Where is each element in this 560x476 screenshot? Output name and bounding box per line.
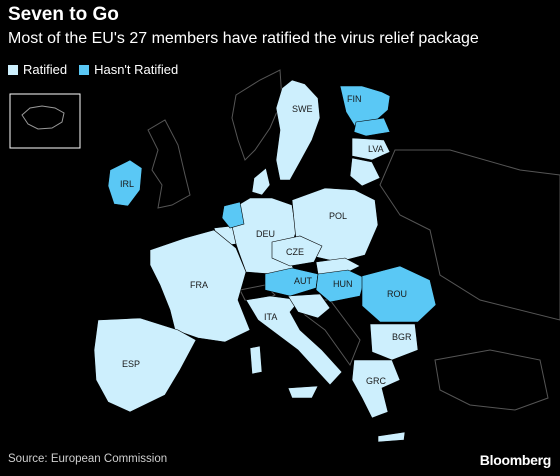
- country-dnk: [251, 167, 271, 196]
- legend-item-ratified: Ratified: [8, 62, 67, 77]
- source-note: Source: European Commission: [8, 453, 168, 465]
- country-irl: [107, 159, 143, 207]
- country-ita-sicily: [287, 385, 319, 399]
- label-fra: FRA: [190, 280, 208, 290]
- country-grc-crete: [377, 431, 406, 443]
- country-nld: [221, 201, 245, 229]
- legend: Ratified Hasn't Ratified: [8, 62, 190, 77]
- label-bgr: BGR: [392, 332, 412, 342]
- country-swe: [275, 79, 321, 181]
- iceland-outline: [21, 105, 65, 130]
- eastern-europe-outline: [379, 149, 560, 321]
- legend-item-not-ratified: Hasn't Ratified: [79, 62, 178, 77]
- turkey-outline: [434, 349, 549, 411]
- country-fin: [339, 85, 391, 129]
- country-lva: [351, 137, 391, 161]
- label-cze: CZE: [286, 247, 304, 257]
- label-lva: LVA: [368, 144, 384, 154]
- country-hrv: [287, 293, 331, 319]
- bloomberg-logo: Bloomberg: [479, 452, 552, 468]
- label-irl: IRL: [120, 179, 134, 189]
- country-fra: [149, 229, 251, 343]
- label-swe: SWE: [292, 104, 313, 114]
- legend-label-not-ratified: Hasn't Ratified: [94, 62, 179, 77]
- label-hun: HUN: [333, 279, 353, 289]
- chart-subtitle: Most of the EU's 27 members have ratifie…: [8, 30, 479, 47]
- label-esp: ESP: [122, 359, 140, 369]
- chart-title: Seven to Go: [8, 4, 119, 25]
- label-aut: AUT: [294, 276, 313, 286]
- legend-swatch-ratified: [8, 64, 18, 75]
- country-ltu: [349, 157, 381, 187]
- country-rou: [361, 265, 437, 323]
- legend-swatch-not-ratified: [79, 64, 90, 75]
- country-grc: [351, 359, 401, 419]
- label-grc: GRC: [366, 376, 387, 386]
- country-est: [353, 117, 391, 137]
- country-cze: [271, 235, 323, 267]
- label-deu: DEU: [256, 229, 275, 239]
- label-pol: POL: [329, 211, 347, 221]
- iceland-inset-box: [9, 93, 81, 149]
- country-hun: [315, 269, 366, 303]
- legend-label-ratified: Ratified: [23, 62, 68, 77]
- country-esp: [93, 317, 197, 413]
- label-ita: ITA: [264, 312, 277, 322]
- uk-outline: [147, 119, 191, 209]
- country-ita-sardinia: [249, 345, 263, 375]
- norway-outline: [231, 69, 283, 161]
- country-bgr: [369, 323, 419, 361]
- label-fin: FIN: [347, 94, 362, 104]
- label-rou: ROU: [387, 289, 407, 299]
